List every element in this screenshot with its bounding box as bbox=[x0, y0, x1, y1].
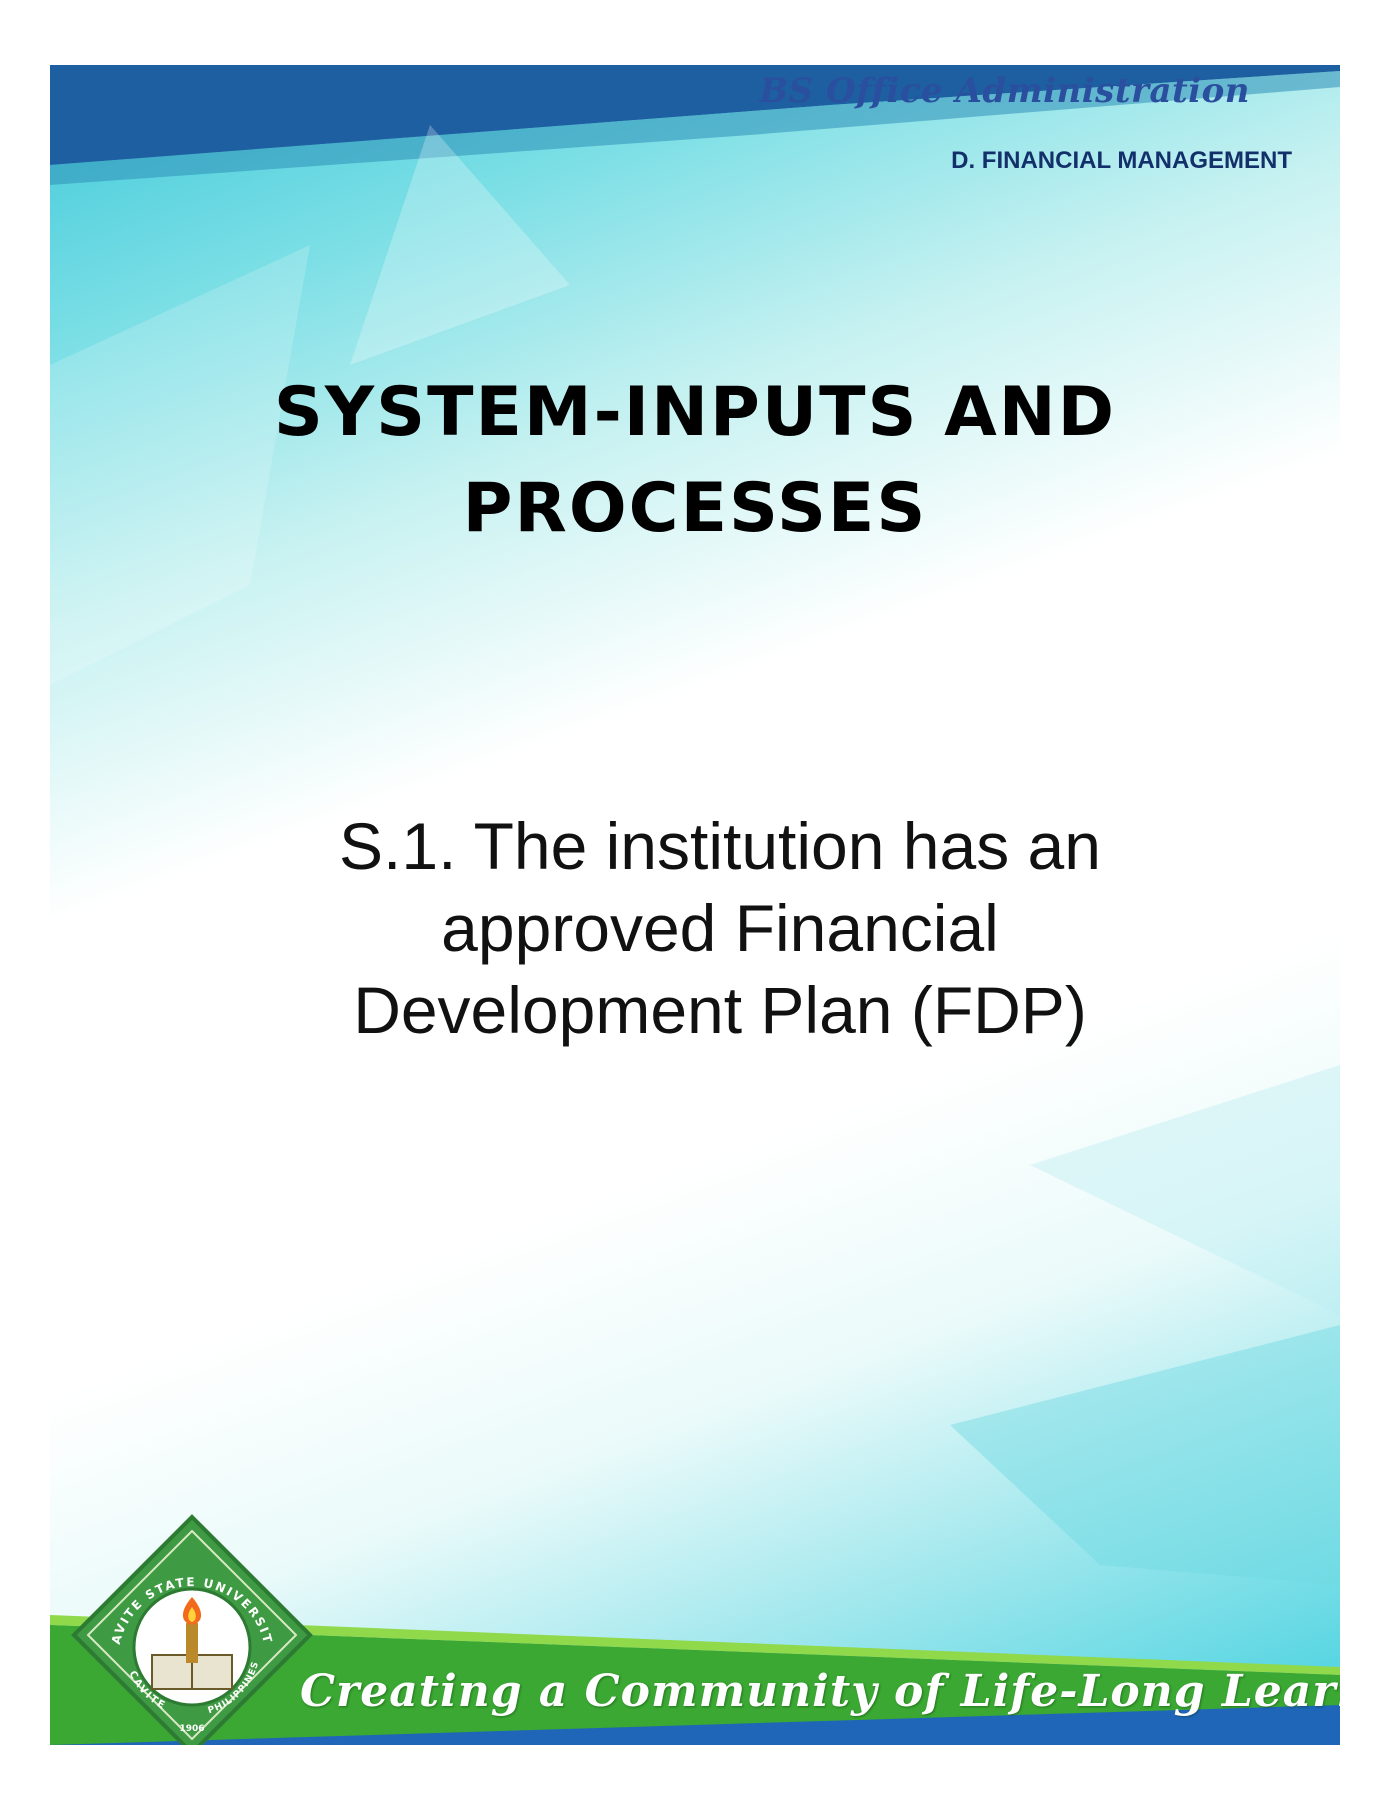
background-decoration bbox=[50, 65, 1340, 1585]
seal-year: 1906 bbox=[179, 1724, 204, 1734]
seal-graphic: CAVITE STATE UNIVERSITY CAVITE PHILIPPIN… bbox=[56, 1494, 313, 1745]
document-page: BS Office Administration D. FINANCIAL MA… bbox=[50, 65, 1340, 1745]
footer-slogan: Creating a Community of Life-Long Learne… bbox=[300, 1666, 1340, 1717]
footer-stripes bbox=[50, 1615, 1340, 1745]
page-title: SYSTEM-INPUTS AND PROCESSES bbox=[50, 365, 1340, 557]
standard-line: approved Financial bbox=[441, 891, 999, 965]
standard-line: S.1. The institution has an bbox=[339, 809, 1101, 883]
title-line: PROCESSES bbox=[462, 469, 928, 548]
footer-band bbox=[50, 1595, 1340, 1745]
title-line: SYSTEM-INPUTS AND bbox=[273, 373, 1117, 452]
standard-line: Development Plan (FDP) bbox=[353, 973, 1087, 1047]
university-seal: CAVITE STATE UNIVERSITY CAVITE PHILIPPIN… bbox=[56, 1494, 322, 1745]
standard-statement: S.1. The institution has an approved Fin… bbox=[320, 805, 1120, 1051]
program-name: BS Office Administration bbox=[759, 71, 1250, 111]
section-heading: D. FINANCIAL MANAGEMENT bbox=[951, 147, 1292, 174]
